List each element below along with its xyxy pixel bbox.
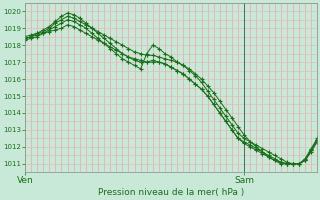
X-axis label: Pression niveau de la mer( hPa ): Pression niveau de la mer( hPa ) [98,188,244,197]
